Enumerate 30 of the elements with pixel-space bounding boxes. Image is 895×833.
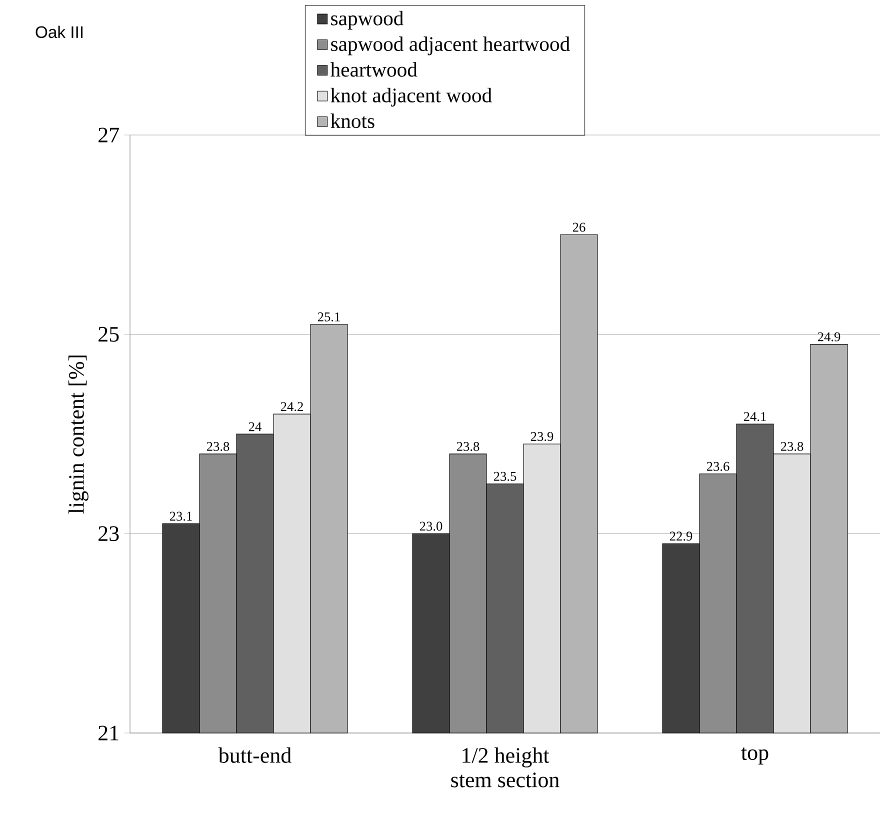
- data-label: 22.9: [670, 532, 692, 541]
- x-tick-label: butt-end: [218, 747, 292, 763]
- y-axis-title: lignin content [%]: [68, 356, 88, 514]
- y-tick-label: 27: [98, 128, 119, 142]
- data-label: 24.9: [818, 332, 840, 342]
- data-label: 25.1: [318, 312, 340, 322]
- legend-label: sapwood: [331, 10, 404, 30]
- legend-label: knot adjacent wood: [330, 88, 492, 107]
- legend-label: sapwood adjacent heartwood: [331, 36, 570, 56]
- x-axis-title: stem section: [451, 772, 560, 788]
- data-label: 23.8: [780, 442, 804, 451]
- data-label: 23.8: [456, 442, 480, 451]
- data-label: 23.0: [420, 522, 442, 531]
- x-tick-label: 1/2 height: [462, 747, 550, 768]
- data-label: 26: [572, 222, 586, 232]
- legend-label: knots: [330, 114, 374, 128]
- data-label: 24.1: [744, 412, 766, 422]
- data-label: 24.2: [280, 402, 303, 412]
- data-label: 24: [248, 422, 262, 432]
- data-label: 23.8: [206, 442, 230, 451]
- y-tick-label: 25: [98, 326, 119, 342]
- legend-label: heartwood: [330, 62, 418, 77]
- y-tick-label: 21: [98, 726, 118, 740]
- data-label: 23.9: [530, 432, 554, 442]
- data-label: 23.1: [170, 512, 192, 521]
- data-label: 23.6: [706, 462, 730, 471]
- chart-title: Oak III: [36, 26, 83, 38]
- data-label: 23.5: [494, 472, 516, 481]
- y-tick-label: 23: [98, 526, 119, 542]
- x-tick-label: top: [741, 747, 768, 764]
